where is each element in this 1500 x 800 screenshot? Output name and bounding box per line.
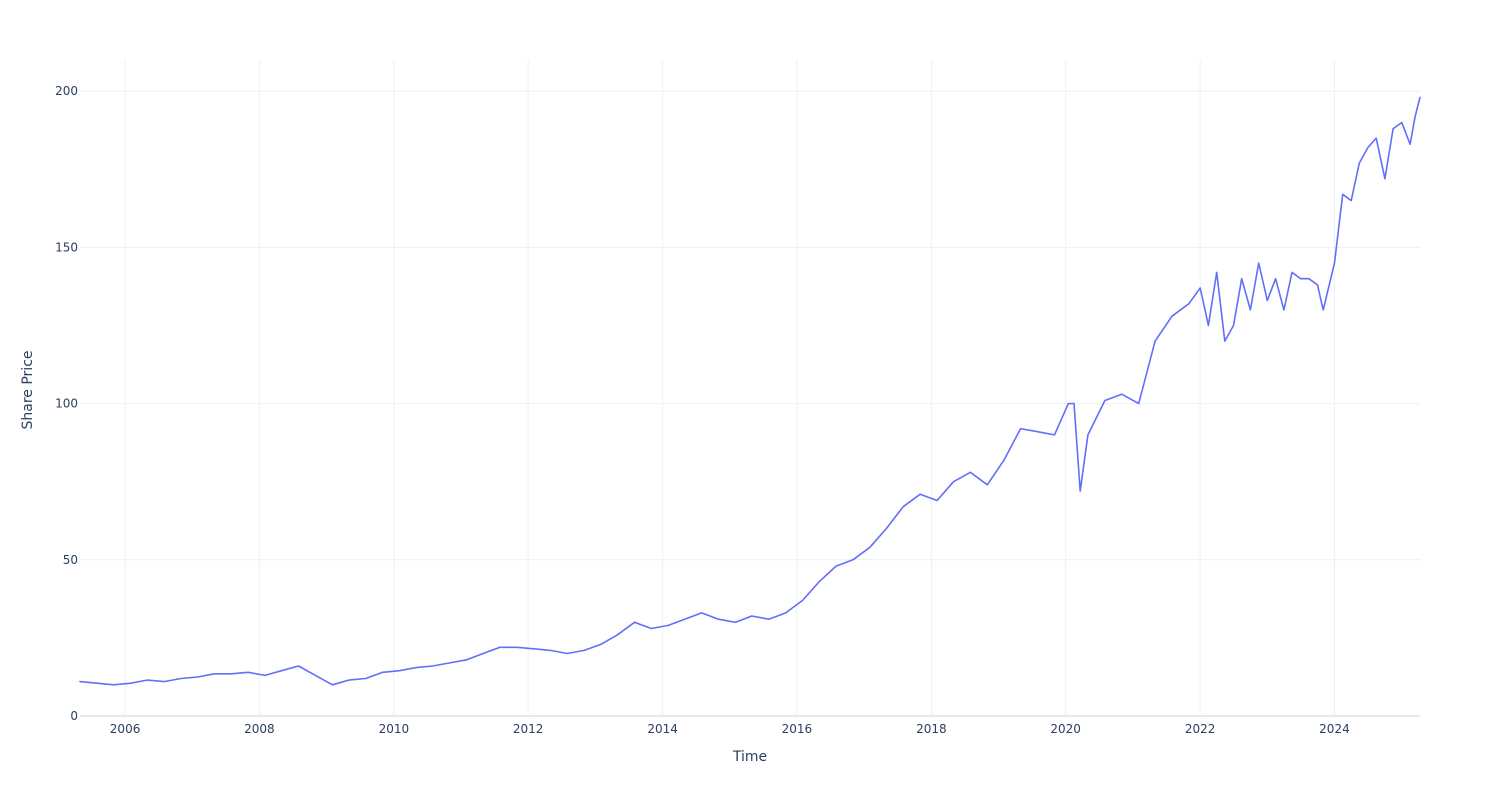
- y-axis-title: Share Price: [20, 350, 36, 429]
- y-tick-label: 100: [55, 397, 78, 411]
- x-axis-title: Time: [732, 749, 767, 765]
- y-tick-label: 0: [70, 709, 78, 723]
- x-tick-label: 2010: [379, 722, 410, 736]
- y-tick-label: 50: [63, 553, 78, 567]
- x-tick-label: 2022: [1185, 722, 1216, 736]
- series-layer: [79, 96, 1421, 686]
- share-price-line: [79, 96, 1421, 686]
- x-tick-label: 2018: [916, 722, 947, 736]
- tick-layer: 2006 2008 2010 2012 2014 2016 2018 2020 2022 2024…: [55, 84, 1350, 736]
- grid-layer: [80, 60, 1420, 717]
- x-tick-label: 2016: [782, 722, 813, 736]
- x-tick-label: 2012: [513, 722, 544, 736]
- y-tick-label: 200: [55, 84, 78, 98]
- x-tick-label: 2024: [1319, 722, 1350, 736]
- y-tick-label: 150: [55, 240, 78, 254]
- x-tick-label: 2020: [1050, 722, 1081, 736]
- x-tick-label: 2006: [110, 722, 141, 736]
- x-tick-label: 2014: [647, 722, 678, 736]
- x-tick-label: 2008: [244, 722, 275, 736]
